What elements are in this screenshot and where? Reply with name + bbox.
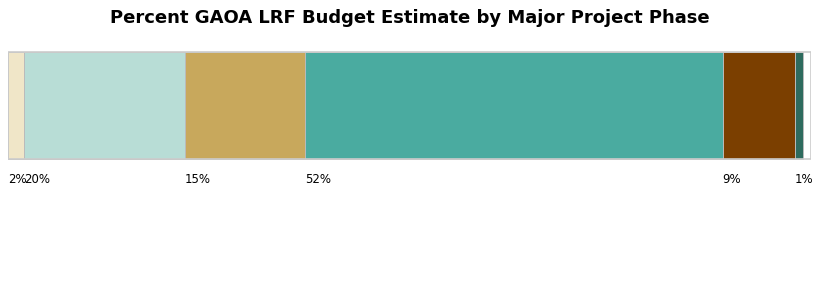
Text: 2%: 2% xyxy=(8,173,27,186)
Text: 15%: 15% xyxy=(185,173,210,186)
Bar xyxy=(185,52,305,159)
Bar xyxy=(8,52,25,159)
Text: 1%: 1% xyxy=(794,173,813,186)
Title: Percent GAOA LRF Budget Estimate by Major Project Phase: Percent GAOA LRF Budget Estimate by Majo… xyxy=(110,9,709,27)
Bar xyxy=(305,52,722,159)
Bar xyxy=(794,52,803,159)
Text: 9%: 9% xyxy=(722,173,741,186)
Bar xyxy=(25,52,185,159)
Text: 20%: 20% xyxy=(25,173,50,186)
Text: 52%: 52% xyxy=(305,173,331,186)
Bar xyxy=(722,52,794,159)
